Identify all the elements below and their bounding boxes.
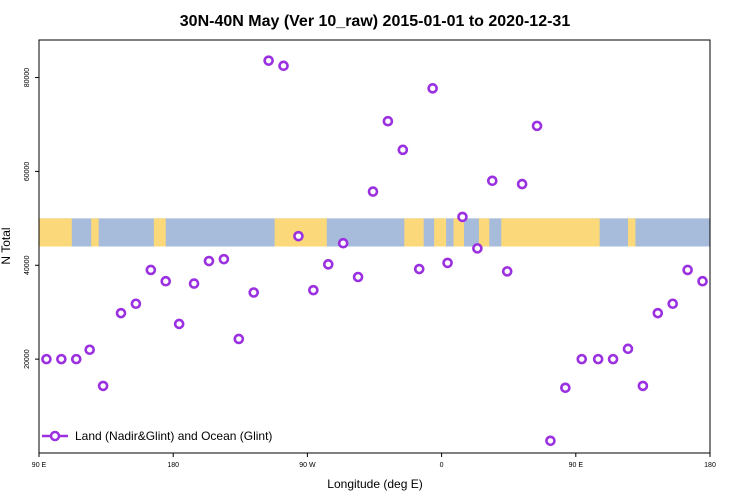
- y-tick-label: 80000: [24, 68, 31, 88]
- data-point: [397, 144, 409, 156]
- map-land-mass: [627, 218, 636, 247]
- data-point: [130, 298, 142, 310]
- data-point: [308, 284, 319, 296]
- data-point: [531, 120, 543, 132]
- x-axis-label: Longitude (deg E): [327, 477, 422, 491]
- x-tick-label: 180: [704, 462, 716, 469]
- map-land-mass: [434, 218, 447, 247]
- y-axis-label: N Total: [0, 227, 13, 264]
- data-point: [682, 264, 693, 276]
- data-point: [160, 275, 172, 287]
- data-point: [382, 115, 394, 127]
- data-point: [472, 243, 483, 254]
- data-point: [413, 263, 425, 275]
- data-point: [263, 55, 274, 66]
- data-point: [203, 255, 215, 267]
- map-land-mass: [478, 218, 490, 247]
- data-point: [352, 271, 364, 283]
- data-point: [233, 333, 245, 345]
- data-point: [442, 257, 453, 269]
- map-land-mass: [453, 218, 464, 247]
- map-ocean: [39, 218, 710, 247]
- map-land-mass: [404, 218, 424, 247]
- data-point: [545, 435, 556, 447]
- data-point: [41, 353, 52, 365]
- map-land-mass: [91, 218, 99, 247]
- x-tick-label: 180: [167, 462, 179, 469]
- data-point: [337, 237, 349, 249]
- map-land-mass: [39, 218, 72, 247]
- data-point: [293, 230, 304, 242]
- data-point: [115, 307, 127, 319]
- data-point: [486, 175, 498, 187]
- plot-frame: [38, 39, 711, 454]
- data-point: [173, 318, 185, 330]
- data-point: [70, 353, 82, 365]
- data-point: [516, 178, 528, 190]
- data-point: [145, 264, 157, 276]
- x-axis: 90 E 180 90 W 0 90 E 180: [32, 453, 716, 469]
- data-point: [218, 253, 230, 265]
- chart-title: 30N-40N May (Ver 10_raw) 2015-01-01 to 2…: [180, 13, 571, 30]
- data-point: [652, 307, 664, 319]
- data-point: [457, 211, 468, 223]
- data-point: [367, 186, 379, 197]
- data-point: [622, 343, 634, 355]
- data-point: [667, 298, 679, 310]
- y-tick-label: 40000: [24, 255, 31, 275]
- map-land-mass: [153, 218, 166, 247]
- y-axis: 20000 40000 60000 80000: [24, 68, 39, 369]
- data-point: [501, 266, 513, 277]
- data-point: [576, 353, 588, 365]
- y-tick-label: 20000: [24, 349, 31, 369]
- data-point: [427, 83, 438, 94]
- legend: Land (Nadir&Glint) and Ocean (Glint): [42, 429, 272, 443]
- data-point: [188, 278, 200, 289]
- x-tick-label: 90 E: [569, 462, 584, 469]
- data-point: [697, 275, 708, 287]
- data-point: [97, 380, 109, 392]
- world-map-strip: [39, 218, 710, 247]
- data-point: [592, 353, 604, 365]
- data-point: [560, 382, 571, 394]
- legend-label: Land (Nadir&Glint) and Ocean (Glint): [75, 429, 272, 443]
- y-tick-label: 60000: [24, 162, 31, 182]
- map-land-mass: [501, 218, 600, 247]
- data-point: [637, 380, 649, 392]
- data-point: [322, 259, 334, 270]
- data-points: [41, 55, 708, 447]
- x-tick-label: 90 E: [32, 462, 47, 469]
- data-point: [607, 353, 619, 365]
- data-point: [56, 353, 67, 365]
- data-point: [278, 60, 289, 72]
- data-point: [248, 287, 260, 298]
- x-tick-label: 90 W: [299, 462, 316, 469]
- x-tick-label: 0: [440, 462, 444, 469]
- legend-marker: [49, 430, 61, 442]
- data-point: [84, 344, 95, 356]
